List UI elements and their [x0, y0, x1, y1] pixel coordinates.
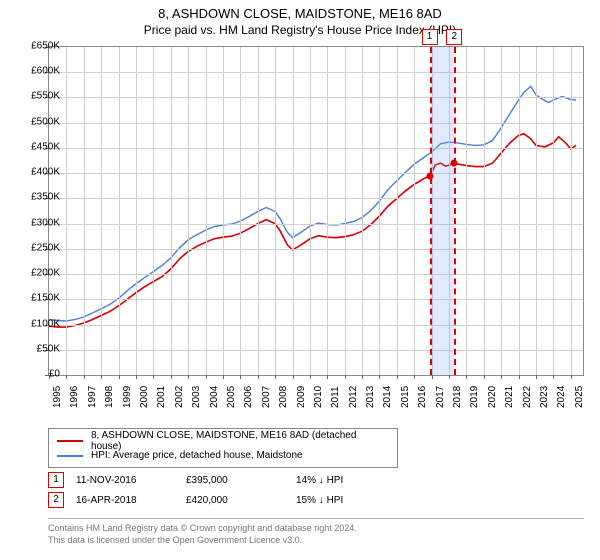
- y-axis-label: £200K: [5, 268, 60, 279]
- series-hpi: [49, 86, 576, 321]
- sale-row: 2 16-APR-2018£420,00015% ↓ HPI: [48, 490, 406, 510]
- x-axis-label: 2017: [435, 386, 446, 408]
- x-axis-label: 1998: [104, 386, 115, 408]
- sale-delta: 14% ↓ HPI: [296, 475, 406, 486]
- x-axis-label: 2006: [243, 386, 254, 408]
- y-axis-label: £100K: [5, 318, 60, 329]
- legend-box: 8, ASHDOWN CLOSE, MAIDSTONE, ME16 8AD (d…: [48, 428, 398, 468]
- sale-date: 11-NOV-2016: [76, 475, 186, 486]
- x-axis-label: 2001: [156, 386, 167, 408]
- x-axis-label: 2007: [261, 386, 272, 408]
- x-axis-label: 2011: [330, 386, 341, 408]
- sale-price: £395,000: [186, 475, 296, 486]
- x-axis-label: 2002: [174, 386, 185, 408]
- sale-marker-tag: 2: [446, 29, 462, 45]
- x-axis-label: 1995: [52, 386, 63, 408]
- x-axis-label: 2005: [226, 386, 237, 408]
- x-axis-label: 2014: [382, 386, 393, 408]
- y-axis-label: £50K: [5, 343, 60, 354]
- x-axis-label: 2022: [522, 386, 533, 408]
- sale-row: 1 11-NOV-2016£395,00014% ↓ HPI: [48, 470, 406, 490]
- sale-delta: 15% ↓ HPI: [296, 495, 406, 506]
- legend-swatch-hpi: [57, 455, 83, 457]
- x-axis-label: 2020: [487, 386, 498, 408]
- x-axis-label: 2010: [313, 386, 324, 408]
- x-axis-label: 2016: [417, 386, 428, 408]
- sale-price: £420,000: [186, 495, 296, 506]
- legend-label-property: 8, ASHDOWN CLOSE, MAIDSTONE, ME16 8AD (d…: [91, 430, 389, 452]
- x-axis-label: 1997: [87, 386, 98, 408]
- legend-swatch-property: [57, 440, 83, 442]
- chart-subtitle: Price paid vs. HM Land Registry's House …: [0, 23, 600, 37]
- legend-label-hpi: HPI: Average price, detached house, Maid…: [91, 450, 303, 461]
- sale-tag-icon: 1: [48, 472, 64, 488]
- x-axis-label: 2024: [556, 386, 567, 408]
- y-axis-label: £400K: [5, 167, 60, 178]
- y-axis-label: £550K: [5, 91, 60, 102]
- sale-tag-icon: 2: [48, 492, 64, 508]
- x-axis-label: 2009: [296, 386, 307, 408]
- y-axis-label: £0: [5, 369, 60, 380]
- x-axis-label: 2025: [574, 386, 585, 408]
- x-axis-label: 2023: [539, 386, 550, 408]
- x-axis-label: 2000: [139, 386, 150, 408]
- y-axis-label: £300K: [5, 217, 60, 228]
- x-axis-label: 2018: [452, 386, 463, 408]
- footer-line2: This data is licensed under the Open Gov…: [48, 535, 584, 547]
- sale-marker-tag: 1: [422, 29, 438, 45]
- x-axis-label: 2013: [365, 386, 376, 408]
- x-axis-label: 2003: [191, 386, 202, 408]
- y-axis-label: £600K: [5, 66, 60, 77]
- legend-row-property: 8, ASHDOWN CLOSE, MAIDSTONE, ME16 8AD (d…: [57, 433, 389, 448]
- x-axis-label: 1996: [69, 386, 80, 408]
- y-axis-label: £450K: [5, 141, 60, 152]
- chart-title: 8, ASHDOWN CLOSE, MAIDSTONE, ME16 8AD: [0, 6, 600, 21]
- x-axis-label: 2019: [469, 386, 480, 408]
- sales-table: 1 11-NOV-2016£395,00014% ↓ HPI 2 16-APR-201…: [48, 470, 406, 510]
- series-property: [49, 134, 576, 327]
- x-axis-label: 2015: [400, 386, 411, 408]
- y-axis-label: £150K: [5, 293, 60, 304]
- x-axis-label: 2012: [348, 386, 359, 408]
- y-axis-label: £500K: [5, 116, 60, 127]
- sale-date: 16-APR-2018: [76, 495, 186, 506]
- x-axis-label: 2008: [278, 386, 289, 408]
- footer-line1: Contains HM Land Registry data © Crown c…: [48, 523, 584, 535]
- x-axis-label: 1999: [122, 386, 133, 408]
- footer: Contains HM Land Registry data © Crown c…: [48, 518, 584, 546]
- y-axis-label: £650K: [5, 41, 60, 52]
- x-axis-label: 2021: [504, 386, 515, 408]
- y-axis-label: £250K: [5, 242, 60, 253]
- y-axis-label: £350K: [5, 192, 60, 203]
- chart-svg: [49, 47, 583, 375]
- x-axis-label: 2004: [209, 386, 220, 408]
- chart-plot-area: 12: [48, 46, 584, 376]
